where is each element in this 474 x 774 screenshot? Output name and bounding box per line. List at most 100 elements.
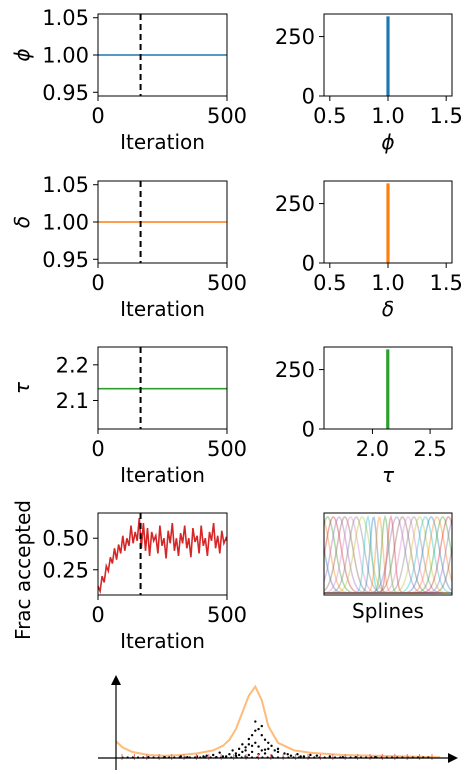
panel-hist-delta: 0.5 1.0 1.5 0 250 δ [275, 180, 463, 321]
spline-basis-curve [324, 514, 452, 594]
x-axis-label: Iteration [120, 629, 205, 653]
data-point [218, 751, 221, 754]
spline-basis-curve [324, 516, 452, 594]
data-point [296, 753, 299, 756]
spline-basis-curve [324, 516, 452, 594]
y-tick-label: 0.25 [42, 558, 89, 582]
data-point [254, 720, 257, 723]
data-point [267, 747, 270, 751]
y-axis-label: τ [10, 381, 34, 394]
y-tick-label: 1.05 [42, 6, 89, 30]
data-point [221, 755, 225, 758]
axes-frame [323, 346, 453, 430]
data-point [234, 754, 238, 757]
y-axis-label: δ [10, 216, 34, 228]
data-point [250, 744, 254, 748]
data-point [244, 746, 247, 749]
data-point [286, 753, 289, 756]
spline-basis-curve [324, 516, 452, 594]
data-point [299, 755, 302, 758]
panel-trace-delta: 0 500 0.95 1.00 1.05 Iteration δ [10, 173, 247, 321]
x-tick-label: 0 [91, 271, 104, 295]
y-tick-label: 1.00 [42, 44, 89, 68]
y-tick-label: 0 [302, 85, 315, 109]
data-point [263, 748, 267, 751]
data-point [234, 752, 238, 755]
spline-basis-curve [324, 516, 452, 594]
x-tick-label: 500 [207, 104, 247, 128]
data-point [260, 724, 263, 728]
data-point [212, 753, 215, 757]
data-point [247, 737, 251, 741]
series-line-trace-accept [97, 517, 228, 595]
axes-frame [97, 512, 228, 596]
data-point [250, 734, 254, 737]
spline-basis-curve [324, 516, 452, 594]
data-point [202, 755, 205, 758]
x-tick-label: 0 [91, 603, 104, 627]
axes-frame [323, 512, 453, 596]
data-point [263, 738, 267, 741]
y-tick-label: 0 [302, 252, 315, 276]
x-axis-label: ϕ [381, 130, 394, 154]
x-tick-label: 0.5 [313, 271, 346, 295]
x-axis-label: τ [382, 463, 395, 487]
data-point [263, 752, 267, 755]
data-point [276, 750, 280, 754]
panel-trace-phi: 0 500 0.95 1.00 1.05 Iteration ϕ [10, 6, 247, 154]
y-tick-label: 0.95 [42, 81, 89, 105]
panel-fit [98, 675, 458, 770]
x-tick-label: 500 [207, 603, 247, 627]
data-point [276, 747, 280, 751]
data-point [267, 741, 270, 744]
spline-basis-curve [324, 514, 452, 594]
data-point [205, 754, 208, 757]
y-tick-label: 1.05 [42, 173, 89, 197]
spline-basis-curve [324, 516, 452, 594]
spline-basis-curve [324, 516, 452, 594]
data-point [254, 741, 257, 744]
panel-hist-phi: 0.5 1.0 1.5 0 250 ϕ [275, 13, 463, 154]
data-point [309, 753, 312, 757]
x-axis-label: δ [382, 297, 394, 321]
x-tick-label: 1.0 [371, 104, 404, 128]
x-tick-label: 500 [207, 271, 247, 295]
panel-splines: Splines [323, 512, 453, 623]
x-tick-label: 2.5 [413, 437, 446, 461]
data-point [254, 729, 257, 732]
y-tick-label: 1.00 [42, 211, 89, 235]
data-point [257, 745, 260, 748]
spline-basis-curve [324, 514, 452, 594]
data-point [260, 749, 263, 752]
spline-basis-curve [324, 548, 452, 594]
y-axis-arrow [111, 675, 121, 685]
data-point [260, 734, 263, 737]
data-point [273, 749, 276, 752]
data-point [237, 753, 241, 757]
data-point [270, 744, 273, 748]
panel-hist-tau: 2.0 2.5 0 250 τ [275, 346, 453, 487]
axes-frame [97, 346, 228, 430]
splines-curves [324, 514, 452, 594]
spline-basis-curve [324, 548, 452, 594]
spline-basis-curve [324, 516, 452, 594]
x-tick-label: 1.5 [429, 104, 462, 128]
fit-curve [115, 684, 441, 759]
y-tick-label: 250 [275, 358, 315, 382]
spline-basis-curve [324, 519, 452, 594]
data-point [244, 749, 247, 752]
panel-trace-accept: 0 500 0.25 0.50 Iteration Frac accepted [11, 500, 247, 653]
y-tick-label: 0.50 [42, 527, 89, 551]
hist-bar-hist-phi [386, 16, 390, 96]
y-tick-label: 0.95 [42, 248, 89, 272]
x-tick-label: 0 [91, 437, 104, 461]
x-tick-label: 0.5 [313, 104, 346, 128]
data-point [247, 743, 251, 746]
spline-basis-curve [324, 519, 452, 594]
spline-basis-curve [324, 516, 452, 594]
data-point [315, 754, 319, 757]
y-tick-label: 2.1 [56, 389, 89, 413]
spline-basis-curve [324, 516, 452, 594]
panel-trace-tau: 0 500 2.1 2.2 Iteration τ [10, 346, 247, 487]
y-tick-label: 0 [302, 418, 315, 442]
